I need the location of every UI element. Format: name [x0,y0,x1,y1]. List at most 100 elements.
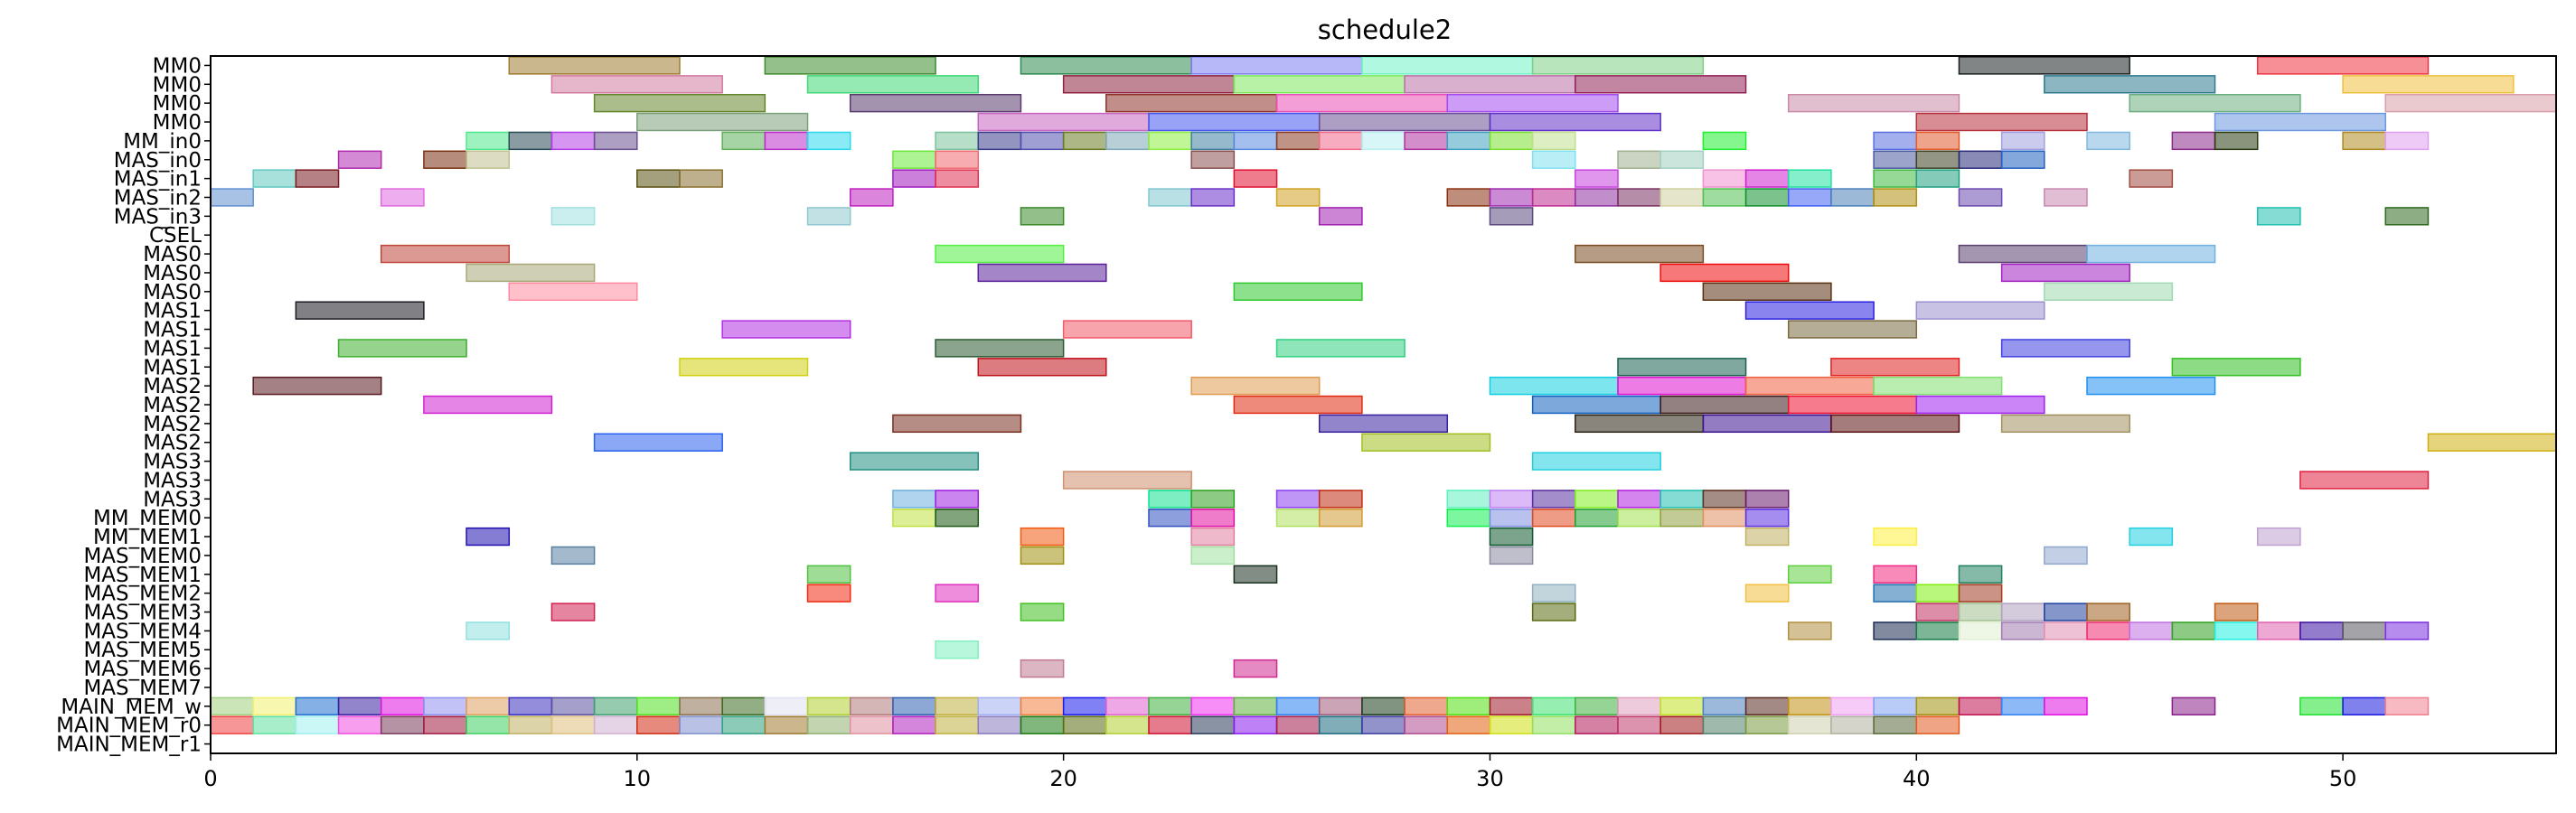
task-bar [764,715,809,734]
task-bar [1531,584,1576,603]
task-bar [1190,56,1363,75]
task-bar [465,715,511,734]
task-bar [1575,696,1619,716]
task-bar [1744,509,1790,528]
task-bar [2044,621,2088,640]
task-bar [1915,301,2045,320]
task-bar [2000,150,2045,169]
task-bar [1318,414,1449,434]
task-bar [2129,527,2174,547]
task-bar [1148,188,1192,207]
task-bar [1659,263,1790,283]
task-bar [2384,621,2430,640]
task-bar [465,150,511,169]
task-bar [1062,715,1107,734]
task-bar [935,509,980,528]
task-bar [210,188,254,207]
task-bar [1575,490,1619,509]
task-bar [1446,93,1619,113]
task-bar [806,207,851,226]
task-bar [806,131,851,151]
task-bar [1020,56,1192,75]
task-bar [1190,376,1321,396]
task-bar [1830,715,1875,734]
task-bar [977,112,1150,132]
task-bar [2086,376,2216,396]
task-bar [1404,75,1576,94]
task-bar [1873,188,1918,207]
task-bar [1233,75,1406,94]
task-bar [935,490,980,509]
task-bar [1617,188,1661,207]
y-tick-label: MAS1 [143,300,202,323]
task-bar [2086,131,2130,151]
task-bar [2044,546,2088,565]
task-bar [465,696,511,716]
task-bar [1318,490,1363,509]
task-bar [1233,131,1278,151]
task-bar [1148,131,1192,151]
task-bar [465,621,511,640]
task-bar [1958,188,2003,207]
task-bar [1148,696,1192,716]
task-bar [210,715,254,734]
task-bar [1404,131,1449,151]
task-bar [1659,395,1790,415]
task-bar [508,131,553,151]
task-bar [1404,715,1449,734]
task-bar [1105,93,1278,113]
task-bar [1190,188,1236,207]
task-bar [849,93,1022,113]
task-bar [2384,131,2430,151]
task-bar [1446,490,1491,509]
y-tick-label: MM_in0 [123,130,202,154]
task-bar [2000,621,2045,640]
task-bar [1744,584,1790,603]
task-bar [1958,696,2003,716]
task-bar [1744,715,1790,734]
task-bar [2000,131,2045,151]
x-tick-label: 20 [1049,766,1077,791]
task-bar [1617,376,1747,396]
task-bar [1659,188,1705,207]
task-bar [423,150,467,169]
task-bar [1915,150,1960,169]
y-tick-label: MAS_in3 [114,205,202,229]
task-bar [1702,282,1832,301]
task-bar [2256,527,2301,547]
task-bar [1873,584,1918,603]
x-tick-label: 50 [2329,766,2357,791]
task-bar [1233,715,1278,734]
task-bar [2214,621,2259,640]
task-bar [1915,696,1960,716]
task-bar [1190,546,1236,565]
task-bar [2214,131,2259,151]
task-bar [423,715,467,734]
task-bar [2342,696,2387,716]
task-bar [2129,93,2301,113]
task-bar [977,715,1022,734]
task-bar [1148,490,1192,509]
y-tick-label: MM0 [153,111,202,135]
task-bar [892,490,936,509]
task-bar [1915,715,1960,734]
task-bar [1318,696,1363,716]
y-tick-label: MAIN_MEM_r0 [56,715,202,738]
task-bar [1318,112,1491,132]
task-bar [1702,414,1832,434]
task-bar [1873,621,1918,640]
task-bar [849,188,894,207]
task-bar [1489,131,1534,151]
task-bar [1531,56,1705,75]
task-bar [1531,150,1576,169]
y-tick-label: CSEL [149,224,202,248]
task-bar [1020,696,1065,716]
task-bar [465,263,596,283]
task-bar [1575,509,1619,528]
task-bar [1873,131,1918,151]
task-bar [892,414,1022,434]
task-bar [1531,452,1661,471]
task-bar [1787,320,1918,339]
task-bar [1744,188,1790,207]
task-bar [679,696,723,716]
